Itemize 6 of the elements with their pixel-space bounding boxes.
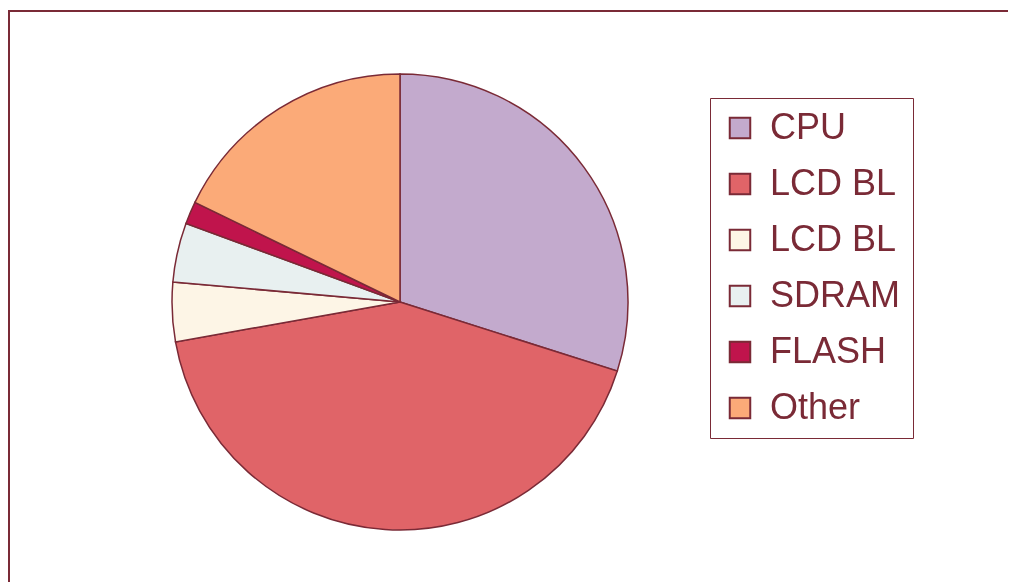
legend-label: LCD BL	[770, 162, 897, 203]
legend-label: Other	[770, 386, 861, 427]
legend-label: LCD BL	[770, 218, 897, 259]
legend-label: FLASH	[770, 330, 887, 371]
legend-label: CPU	[770, 106, 847, 147]
legend-label: SDRAM	[770, 274, 901, 315]
